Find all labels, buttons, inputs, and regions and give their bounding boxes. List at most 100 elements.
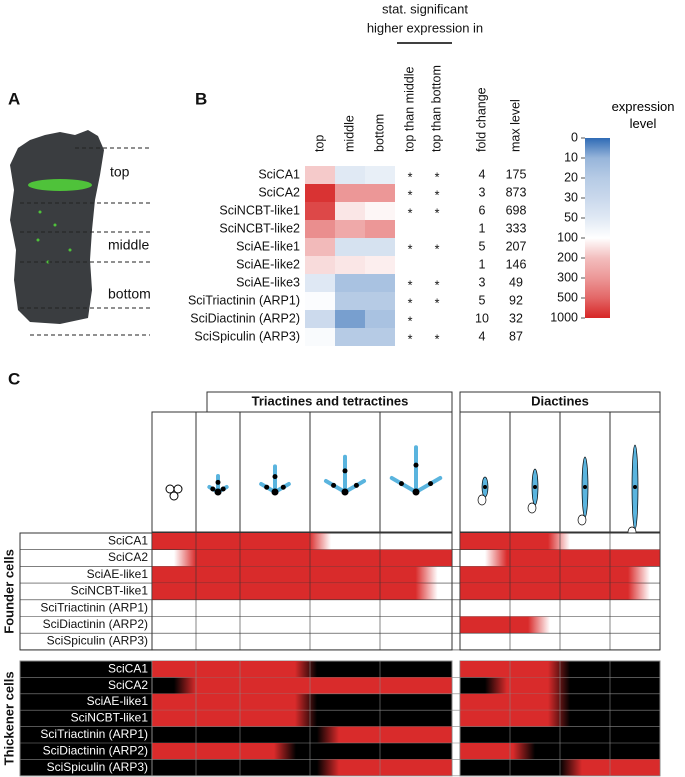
significance: * bbox=[435, 296, 440, 310]
heat-cell bbox=[335, 166, 365, 184]
gene-label: SciDiactinin (ARP2) bbox=[43, 617, 148, 631]
gene-label: SciAE-like1 bbox=[87, 694, 149, 708]
green-dots bbox=[36, 210, 72, 264]
heat-cell bbox=[365, 238, 395, 256]
gene-label: SciDiactinin (ARP2) bbox=[43, 743, 148, 757]
cell-sketch bbox=[271, 488, 279, 496]
gene-label: SciAE-like3 bbox=[236, 275, 300, 289]
gene-label: SciNCBT-like2 bbox=[219, 221, 300, 235]
colorbar-title: expression level bbox=[611, 99, 675, 131]
colorbar-tick-label: 1000 bbox=[550, 310, 578, 324]
cell-sketch bbox=[220, 486, 226, 492]
expression-bar bbox=[460, 710, 570, 727]
heat-cell bbox=[305, 328, 335, 346]
expression-bar bbox=[485, 677, 570, 694]
zone-label: bottom bbox=[108, 286, 151, 302]
expression-bar bbox=[485, 549, 660, 567]
cell-sketch bbox=[577, 514, 587, 526]
gene-label: SciNCBT-like1 bbox=[71, 711, 149, 725]
heat-cell bbox=[365, 310, 395, 328]
heat-cell bbox=[365, 202, 395, 220]
expression-bar bbox=[460, 743, 535, 760]
heat-cell bbox=[305, 310, 335, 328]
heat-cell bbox=[305, 220, 335, 238]
column-header: middle bbox=[342, 115, 356, 152]
cell-sketch bbox=[353, 482, 359, 488]
sketch-box bbox=[151, 411, 453, 533]
max-level: 49 bbox=[509, 275, 523, 289]
max-level: 698 bbox=[506, 203, 527, 217]
gene-label: SciCA1 bbox=[258, 167, 300, 181]
gene-label: SciCA2 bbox=[108, 678, 148, 692]
significance: * bbox=[408, 170, 413, 184]
cell-sketch bbox=[633, 485, 637, 489]
expression-bar bbox=[460, 661, 570, 678]
expression-bar bbox=[152, 566, 438, 584]
heat-cell bbox=[365, 274, 395, 292]
fold-change: 6 bbox=[479, 203, 486, 217]
max-level: 873 bbox=[506, 185, 527, 199]
gene-label: SciTriactinin (ARP1) bbox=[40, 727, 148, 741]
significance: * bbox=[435, 278, 440, 292]
fold-change: 10 bbox=[475, 311, 489, 325]
significance: * bbox=[408, 188, 413, 202]
expression-bar bbox=[317, 759, 452, 776]
expression-bar bbox=[460, 693, 570, 711]
group-title: Triactines and tetractines bbox=[252, 393, 409, 408]
fold-change: 5 bbox=[479, 293, 486, 307]
heat-cell bbox=[335, 220, 365, 238]
panel-label: B bbox=[195, 89, 207, 108]
column-header: top than middle bbox=[402, 66, 416, 152]
cell-sketch bbox=[280, 484, 286, 490]
heat-cell bbox=[305, 166, 335, 184]
significance: * bbox=[435, 242, 440, 256]
significance: * bbox=[408, 296, 413, 310]
cell-sketch bbox=[398, 481, 404, 487]
expression-bar bbox=[174, 677, 452, 694]
cell-sketch bbox=[483, 485, 487, 489]
significance: * bbox=[408, 314, 413, 328]
significance: * bbox=[408, 332, 413, 346]
cell-sketch bbox=[533, 485, 537, 489]
heat-cell bbox=[335, 256, 365, 274]
gene-label: SciTriactinin (ARP1) bbox=[40, 600, 148, 614]
expression-bar bbox=[174, 549, 452, 567]
cell-type-label: Founder cells bbox=[1, 549, 16, 634]
cell-sketch bbox=[583, 485, 587, 489]
expression-bar bbox=[460, 533, 570, 550]
label-column bbox=[19, 660, 153, 777]
gene-label: SciSpiculin (ARP3) bbox=[47, 634, 148, 648]
cell-sketch bbox=[264, 484, 270, 490]
spicule-sketch bbox=[389, 476, 418, 494]
cell-sketch bbox=[214, 488, 222, 496]
significance: * bbox=[435, 170, 440, 184]
header: higher expression in bbox=[367, 20, 483, 35]
column-header: bottom bbox=[372, 114, 386, 152]
gene-label: SciSpiculin (ARP3) bbox=[194, 329, 300, 343]
heat-cell bbox=[335, 274, 365, 292]
fold-change: 4 bbox=[479, 167, 486, 181]
max-level: 87 bbox=[509, 329, 523, 343]
heat-cell bbox=[365, 256, 395, 274]
expression-bar bbox=[152, 693, 317, 711]
gene-label: SciTriactinin (ARP1) bbox=[188, 293, 300, 307]
gene-label: SciAE-like2 bbox=[236, 257, 300, 271]
expression-bar bbox=[460, 616, 550, 634]
heat-cell bbox=[365, 220, 395, 238]
gene-label: SciCA1 bbox=[108, 534, 148, 548]
heat-cell bbox=[335, 184, 365, 202]
max-level: 92 bbox=[509, 293, 523, 307]
heat-cell bbox=[335, 328, 365, 346]
cell-sketch bbox=[428, 481, 434, 487]
fold-change: 5 bbox=[479, 239, 486, 253]
gene-label: SciNCBT-like1 bbox=[219, 203, 300, 217]
cell-sketch bbox=[215, 479, 221, 485]
gene-label: SciCA2 bbox=[258, 185, 300, 199]
heat-cell bbox=[365, 328, 395, 346]
expression-bar bbox=[152, 533, 331, 550]
fold-change: 1 bbox=[479, 221, 486, 235]
heat-cell bbox=[305, 292, 335, 310]
fold-change: 3 bbox=[479, 185, 486, 199]
cell-sketch bbox=[527, 502, 537, 514]
significance: * bbox=[408, 206, 413, 220]
